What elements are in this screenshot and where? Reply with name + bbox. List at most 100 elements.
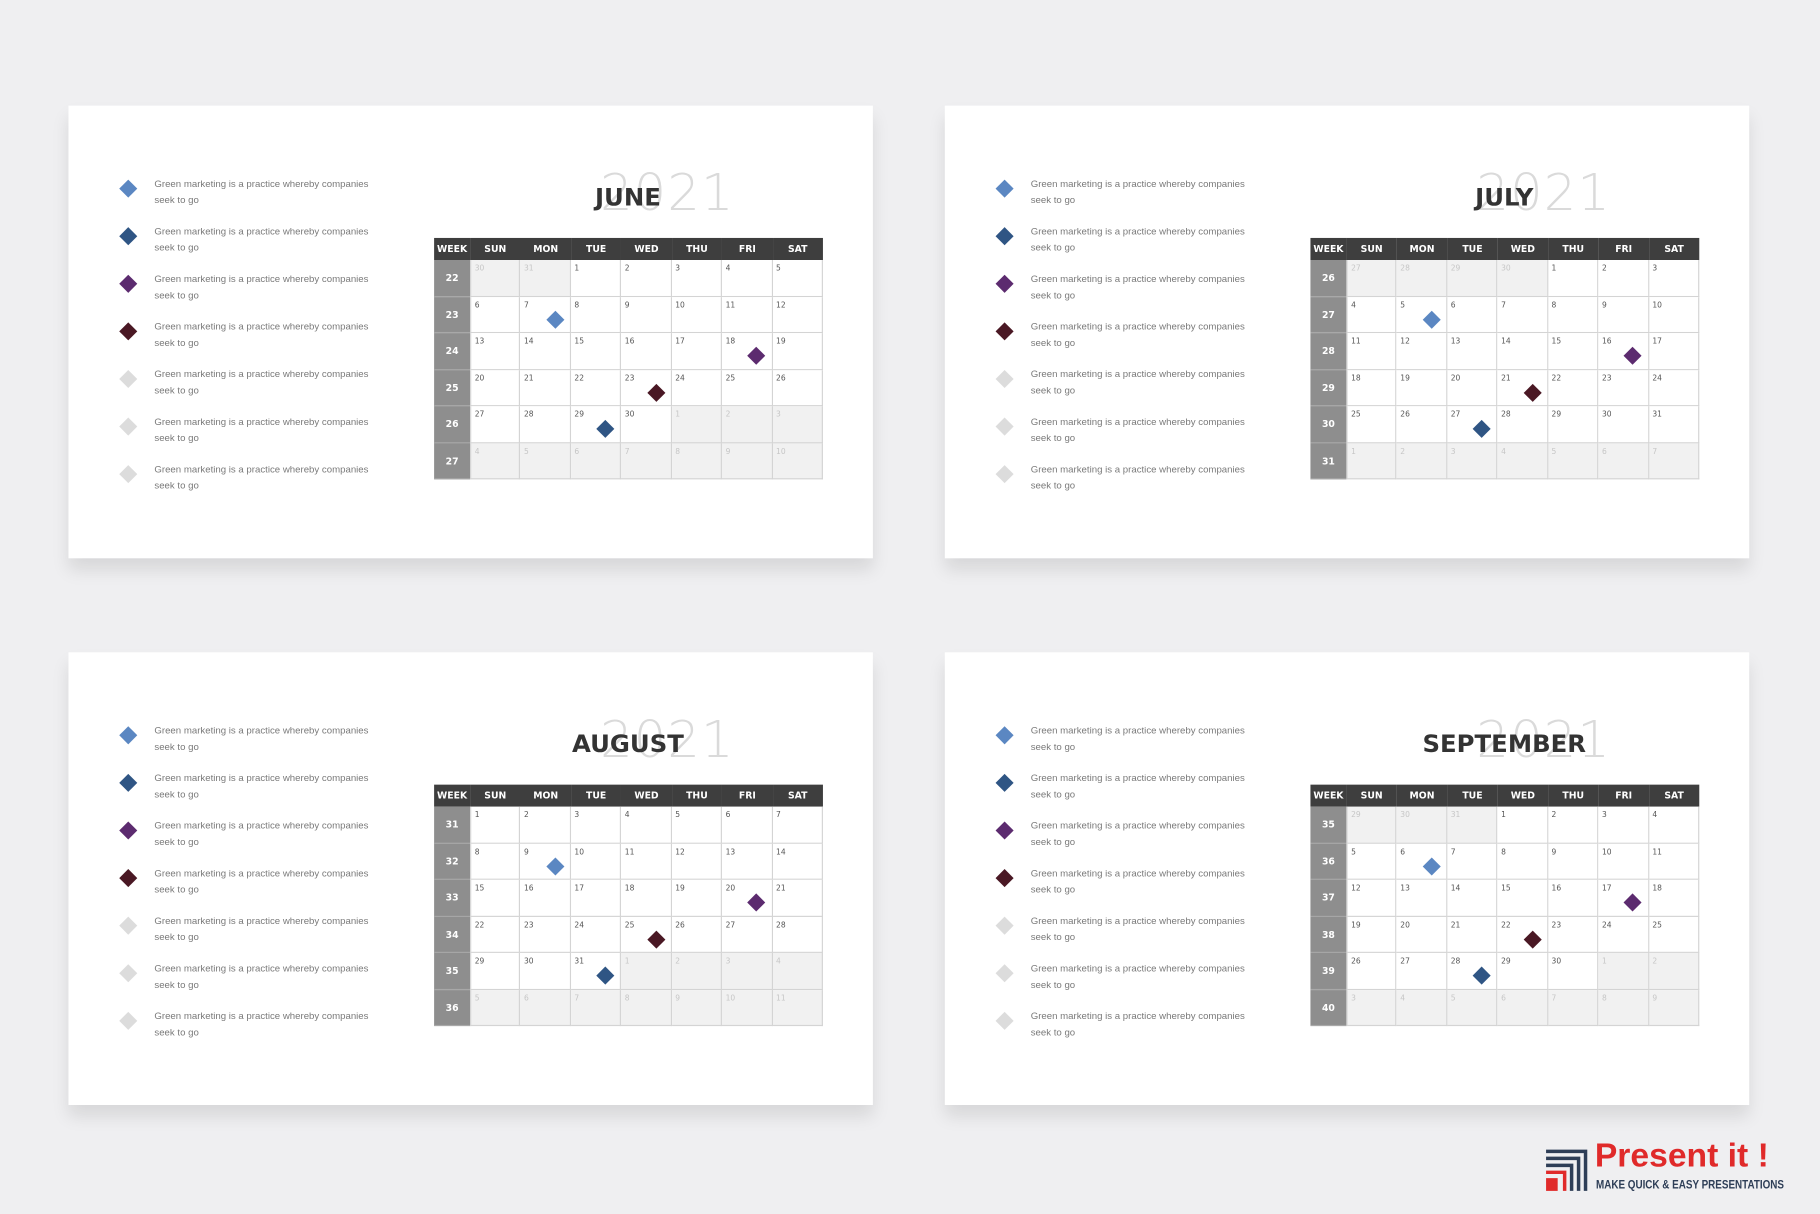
day-cell: 18	[1346, 369, 1397, 407]
day-cell: 5	[1447, 989, 1498, 1027]
day-cell: 25	[1648, 916, 1700, 953]
week-number: 22	[434, 259, 471, 297]
legend-marker	[119, 726, 138, 745]
day-cell: 29	[1548, 406, 1599, 443]
weekday-header: THU	[671, 237, 723, 260]
day-cell: 6	[1497, 989, 1549, 1027]
day-cell: 7	[621, 442, 672, 480]
legend-text: Green marketing is a practice whereby co…	[154, 177, 369, 205]
day-cell: 14	[772, 843, 823, 880]
day-cell: 24	[1598, 916, 1649, 953]
week-number: 36	[1310, 843, 1347, 880]
day-cell: 5	[520, 442, 571, 480]
day-cell: 2	[671, 952, 723, 990]
week-number: 31	[434, 806, 471, 844]
day-cell: 19	[772, 333, 823, 370]
weekday-header: THU	[1548, 784, 1599, 807]
week-number: 30	[1310, 406, 1347, 443]
day-cell: 19	[1346, 916, 1397, 953]
legend-marker	[995, 322, 1014, 341]
day-cell: 31	[520, 259, 571, 297]
day-cell: 7	[1548, 989, 1599, 1027]
day-cell: 10	[772, 442, 823, 480]
day-cell: 17	[570, 879, 622, 917]
legend-text: Green marketing is a practice whereby co…	[154, 320, 369, 348]
day-cell: 23	[621, 369, 672, 407]
legend-text: Green marketing is a practice whereby co…	[1030, 320, 1245, 348]
weekday-header: FRI	[1598, 784, 1649, 807]
week-number: 23	[434, 296, 471, 334]
day-cell: 8	[570, 296, 622, 334]
day-cell: 8	[1497, 843, 1549, 880]
day-cell: 20	[1447, 369, 1498, 407]
day-cell: 4	[722, 259, 773, 297]
year-label: 2021	[1476, 710, 1612, 770]
week-number: 31	[1310, 442, 1347, 480]
legend-marker	[119, 227, 138, 246]
weekday-header: MON	[1396, 784, 1448, 807]
day-cell: 10	[1598, 843, 1649, 880]
day-cell: 9	[722, 442, 773, 480]
legend-text: Green marketing is a practice whereby co…	[154, 367, 369, 396]
day-cell: 7	[1497, 296, 1549, 334]
day-cell: 13	[722, 843, 773, 880]
day-cell: 15	[570, 333, 622, 370]
calendar-slide: Green marketing is a practice whereby co…	[68, 652, 873, 1105]
day-cell: 3	[1346, 989, 1397, 1027]
year-label: 2021	[1476, 163, 1612, 223]
day-cell: 30	[520, 952, 571, 990]
month-title: SEPTEMBER	[1422, 730, 1587, 758]
day-cell: 18	[722, 333, 773, 370]
legend-marker	[995, 821, 1014, 840]
day-cell: 4	[1346, 296, 1397, 334]
day-cell: 3	[671, 259, 723, 297]
day-cell: 3	[722, 952, 773, 990]
legend-text: Green marketing is a practice whereby co…	[154, 272, 369, 301]
day-cell: 28	[772, 916, 823, 953]
day-cell: 2	[621, 259, 672, 297]
week-number: 28	[1310, 333, 1347, 370]
legend-marker	[119, 964, 138, 983]
day-cell: 20	[1396, 916, 1448, 953]
day-cell: 17	[671, 333, 723, 370]
weekday-header: MON	[520, 237, 571, 260]
legend-marker	[119, 179, 138, 198]
weekday-header: TUE	[1447, 784, 1498, 807]
week-number: 40	[1310, 989, 1347, 1027]
day-cell: 29	[1447, 259, 1498, 297]
weekday-header: WED	[621, 237, 672, 260]
day-cell: 8	[1548, 296, 1599, 334]
brand-logo: Present it ! MAKE QUICK & EASY PRESENTAT…	[1544, 1137, 1820, 1197]
day-cell: 5	[1346, 843, 1397, 880]
legend-marker	[995, 726, 1014, 745]
day-cell: 30	[1396, 806, 1448, 844]
day-cell: 3	[772, 406, 823, 443]
day-cell: 9	[1598, 296, 1649, 334]
day-cell: 29	[570, 406, 622, 443]
legend-marker	[119, 417, 138, 436]
legend-marker	[995, 274, 1014, 293]
day-cell: 18	[1648, 879, 1700, 917]
legend-text: Green marketing is a practice whereby co…	[154, 771, 369, 800]
day-cell: 30	[1598, 406, 1649, 443]
legend-text: Green marketing is a practice whereby co…	[154, 415, 369, 443]
day-cell: 6	[1396, 843, 1448, 880]
day-cell: 28	[1396, 259, 1448, 297]
day-cell: 25	[621, 916, 672, 953]
weekday-header: WED	[1497, 784, 1549, 807]
day-cell: 18	[621, 879, 672, 917]
week-number: 26	[1310, 259, 1347, 297]
day-cell: 3	[1598, 806, 1649, 844]
day-cell: 26	[671, 916, 723, 953]
legend-text: Green marketing is a practice whereby co…	[154, 463, 369, 491]
legend-marker	[995, 964, 1014, 983]
day-cell: 12	[671, 843, 723, 880]
day-cell: 27	[470, 406, 521, 443]
calendar-slide: Green marketing is a practice whereby co…	[68, 105, 873, 559]
legend-marker	[995, 1011, 1014, 1030]
weekday-header: FRI	[722, 237, 773, 260]
day-cell: 22	[1548, 369, 1599, 407]
brand-tagline: MAKE QUICK & EASY PRESENTATIONS	[1595, 1179, 1785, 1193]
day-cell: 10	[671, 296, 723, 334]
day-cell: 1	[570, 259, 622, 297]
